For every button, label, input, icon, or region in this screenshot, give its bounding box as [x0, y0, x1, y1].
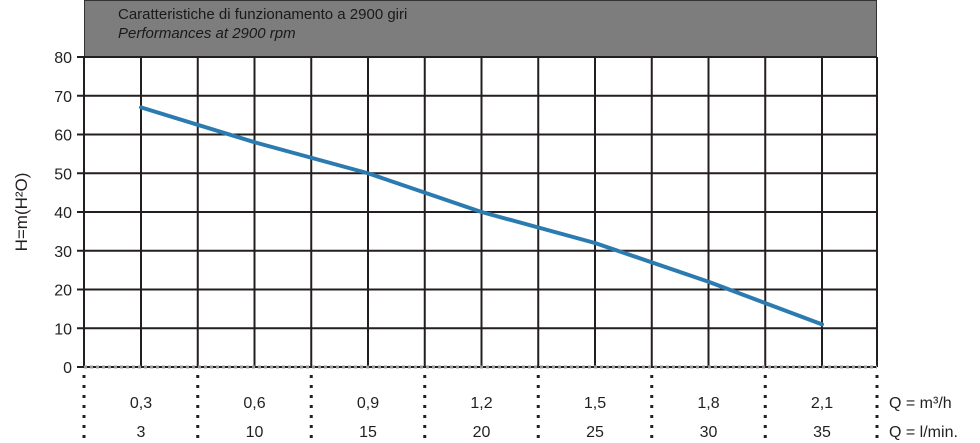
- y-tick-label: 60: [54, 128, 72, 145]
- x-tick-label: 35: [813, 424, 831, 441]
- labels: 0 10 20 30 40 50 60 70 80 H=m(H²O) 0,3 0,6 0,9 1,2 1,5…: [12, 50, 958, 441]
- x-tick-label: 0,6: [243, 395, 265, 412]
- x-tick-label: 30: [700, 424, 718, 441]
- x-tick-label: 1,2: [470, 395, 492, 412]
- y-tick-label: 70: [54, 89, 72, 106]
- y-tick-label: 10: [54, 321, 72, 338]
- chart-header: Caratteristiche di funzionamento a 2900 …: [84, 0, 877, 57]
- y-axis-label: H=m(H²O): [12, 173, 31, 252]
- x-tick-label: 2,1: [811, 395, 833, 412]
- x-tick-label: 25: [586, 424, 604, 441]
- y-tick-label: 40: [54, 205, 72, 222]
- x-axis-label: Q = l/min.: [889, 424, 958, 441]
- x-tick-label: 10: [246, 424, 264, 441]
- y-tick-label: 0: [63, 360, 72, 377]
- y-tick-label: 50: [54, 166, 72, 183]
- x-tick-label: 1,5: [584, 395, 606, 412]
- x-tick-label: 20: [473, 424, 491, 441]
- chart-title: Caratteristiche di funzionamento a 2900 …: [118, 6, 408, 23]
- x-tick-label: 0,3: [130, 395, 152, 412]
- x-tick-label: 1,8: [697, 395, 719, 412]
- x-tick-label: 0,9: [357, 395, 379, 412]
- series: [139, 105, 824, 327]
- y-tick-label: 30: [54, 244, 72, 261]
- x-tick-label: 15: [359, 424, 377, 441]
- x-axis-label: Q = m³/h: [889, 395, 952, 412]
- chart-subtitle: Performances at 2900 rpm: [118, 25, 296, 42]
- x-tick-label: 3: [137, 424, 146, 441]
- axes: [77, 56, 879, 443]
- y-tick-label: 20: [54, 283, 72, 300]
- y-tick-label: 80: [54, 50, 72, 67]
